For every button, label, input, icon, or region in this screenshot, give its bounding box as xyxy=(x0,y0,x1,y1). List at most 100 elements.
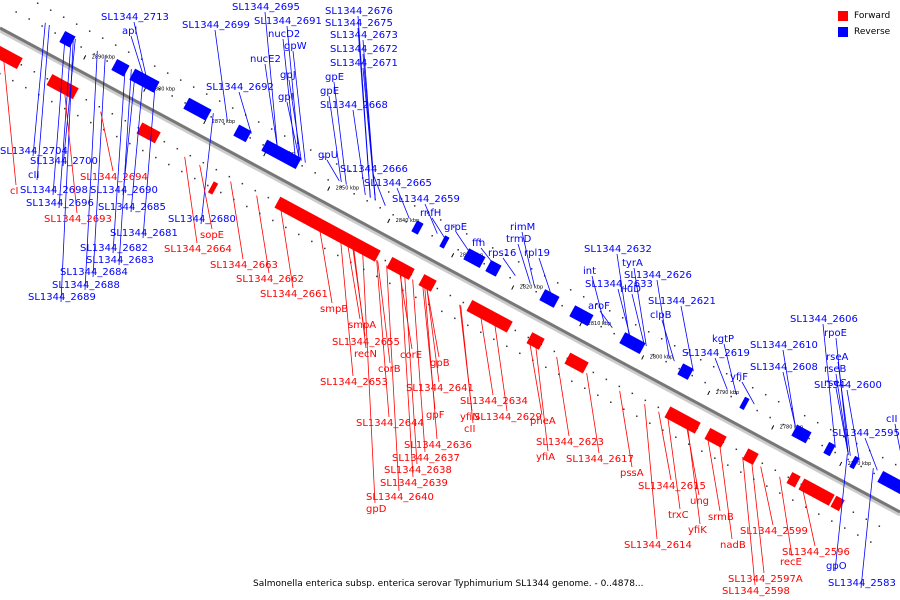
track-dot xyxy=(774,469,777,472)
reverse-gene-label: SL1344_2673 xyxy=(330,30,398,41)
label-leaders xyxy=(3,11,900,589)
track-dot xyxy=(215,168,218,171)
forward-gene-label-leader xyxy=(494,323,508,412)
track-dot xyxy=(584,387,586,390)
reverse-gene-label-leader xyxy=(130,35,144,76)
track-dot xyxy=(439,219,442,221)
track-dot xyxy=(272,219,274,222)
forward-gene-label: SL1344_2615 xyxy=(638,481,706,492)
track-dot xyxy=(62,16,65,18)
track-dot xyxy=(779,492,781,494)
track-dot xyxy=(12,79,14,82)
tick-mark xyxy=(143,87,147,92)
reverse-gene-label-leader xyxy=(200,113,214,225)
reverse-gene-label-leader xyxy=(112,65,126,254)
track-dot xyxy=(649,422,651,424)
track-dot xyxy=(309,149,312,151)
forward-gene-label: yfiN xyxy=(460,412,480,423)
reverse-gene-label: SL1344_2672 xyxy=(330,44,398,55)
forward-gene-label-leader xyxy=(340,240,354,377)
track-dot xyxy=(514,329,517,332)
reverse-gene-label: SL1344_2668 xyxy=(320,100,388,111)
track-dot xyxy=(480,331,482,334)
track-dot xyxy=(353,193,355,195)
track-dot xyxy=(556,282,559,284)
track-dot xyxy=(530,268,533,270)
reverse-gene-label: SL1344_2688 xyxy=(52,280,120,291)
track-dot xyxy=(714,457,716,459)
track-dot xyxy=(64,107,66,110)
track-dot xyxy=(491,247,494,249)
tick-mark xyxy=(83,55,87,60)
track-dot xyxy=(98,105,101,108)
track-dot xyxy=(158,88,160,90)
forward-gene-label: SL1344_2596 xyxy=(782,547,850,558)
track-dot xyxy=(662,429,664,431)
track-dot xyxy=(834,451,836,454)
reverse-gene-label: nucE2 xyxy=(250,54,281,65)
reverse-gene-label: SL1344_2600 xyxy=(814,380,882,391)
reverse-gene-label-leader xyxy=(288,79,302,161)
reverse-gene-label-leader xyxy=(864,437,878,471)
reverse-gene-label: SL1344_2626 xyxy=(624,270,692,281)
track-dot xyxy=(618,385,621,388)
reverse-gene-label-leader xyxy=(58,36,72,209)
reverse-gene-label: rluD xyxy=(620,284,641,295)
reverse-gene xyxy=(439,235,450,249)
reverse-gene-label-leader xyxy=(326,159,340,182)
track-dot xyxy=(782,423,784,426)
track-dot xyxy=(387,191,390,193)
track-dot xyxy=(821,444,823,447)
track-dot xyxy=(805,506,807,508)
legend-item-reverse: Reverse xyxy=(838,24,890,40)
reverse-gene-label: rseC xyxy=(824,378,846,389)
track-dot xyxy=(298,233,300,236)
tick-mark xyxy=(579,321,583,327)
reverse-gene-label: SL1344_2684 xyxy=(60,267,128,278)
track-dot xyxy=(766,485,768,487)
track-dot xyxy=(124,119,127,122)
forward-gene-label-leader xyxy=(480,315,494,396)
reverse-gene-label-leader xyxy=(723,343,737,395)
track-dot xyxy=(283,135,286,137)
forward-gene-label-leader xyxy=(779,476,793,557)
track-dot xyxy=(769,416,771,419)
reverse-gene xyxy=(485,260,502,277)
reverse-gene-label: SL1344_2690 xyxy=(90,185,158,196)
track-dot xyxy=(376,275,378,278)
tick-label: 2890 kbp xyxy=(92,54,116,60)
track-dot xyxy=(751,386,754,389)
forward-gene-label: SL1344_2634 xyxy=(460,396,528,407)
track-dot xyxy=(111,112,114,115)
forward-gene-label: SL1344_2661 xyxy=(260,289,328,300)
forward-gene-label-leader xyxy=(230,181,244,260)
track-dot xyxy=(701,450,703,452)
track-dot xyxy=(85,99,88,101)
reverse-gene-label: yfiF xyxy=(730,372,748,383)
track-dot xyxy=(686,352,689,354)
track-dot xyxy=(51,100,53,103)
reverse-gene-label: gpW xyxy=(284,41,307,52)
reverse-gene-label: SL1344_2666 xyxy=(340,164,408,175)
reverse-gene-label-leader xyxy=(538,257,552,296)
reverse-gene-label-leader xyxy=(133,21,147,78)
forward-gene xyxy=(274,196,381,262)
reverse-gene xyxy=(183,97,212,121)
forward-gene-label-leader xyxy=(667,416,681,510)
reverse-gene-label: SL1344_2633 xyxy=(585,279,653,290)
track-dot xyxy=(561,304,563,307)
track-dot xyxy=(171,95,173,97)
reverse-gene-label: apl xyxy=(122,26,137,37)
forward-gene xyxy=(798,478,835,506)
forward-gene-label-leader xyxy=(362,252,376,504)
forward-gene-label: SL1344_2653 xyxy=(320,377,388,388)
track-dot xyxy=(166,72,169,74)
track-dot xyxy=(366,200,368,202)
reverse-gene-label-leader xyxy=(36,24,50,181)
track-dot xyxy=(847,458,849,461)
forward-gene-label: SL1344_2629 xyxy=(474,412,542,423)
reverse-gene-label-leader xyxy=(264,63,278,148)
track-dot xyxy=(462,301,465,304)
track-dot xyxy=(527,336,530,339)
track-dot xyxy=(311,240,313,243)
